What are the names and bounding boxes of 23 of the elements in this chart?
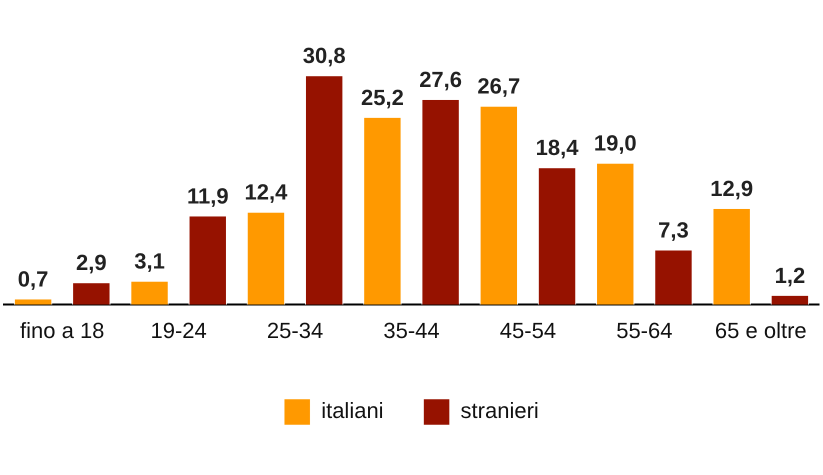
data-label: 30,8	[302, 43, 346, 68]
data-label: 26,7	[477, 74, 520, 99]
data-label: 2,9	[76, 250, 107, 276]
data-label: 7,3	[658, 218, 689, 243]
data-label: 18,4	[536, 135, 580, 160]
x-tick-label: 65 e oltre	[714, 318, 807, 343]
data-label: 0,7	[18, 266, 48, 292]
data-label: 3,1	[134, 248, 165, 274]
data-label: 12,4	[244, 180, 288, 205]
legend-label: stranieri	[460, 398, 539, 424]
data-label: 12,9	[710, 176, 754, 201]
x-tick-label: 45-54	[500, 318, 556, 343]
x-tick-label: 25-34	[266, 318, 324, 343]
x-tick-label: fino a 18	[20, 318, 104, 343]
x-tick-label: 19-24	[150, 318, 207, 343]
data-label: 19,0	[594, 130, 637, 156]
x-tick-label: 35-44	[383, 318, 440, 343]
data-label: 27,6	[419, 66, 462, 92]
data-label: 25,2	[360, 84, 404, 110]
data-label: 1,2	[774, 262, 806, 288]
data-label: 11,9	[186, 183, 229, 208]
legend-label: italiani	[321, 398, 384, 424]
x-tick-label: 55-64	[616, 318, 672, 343]
